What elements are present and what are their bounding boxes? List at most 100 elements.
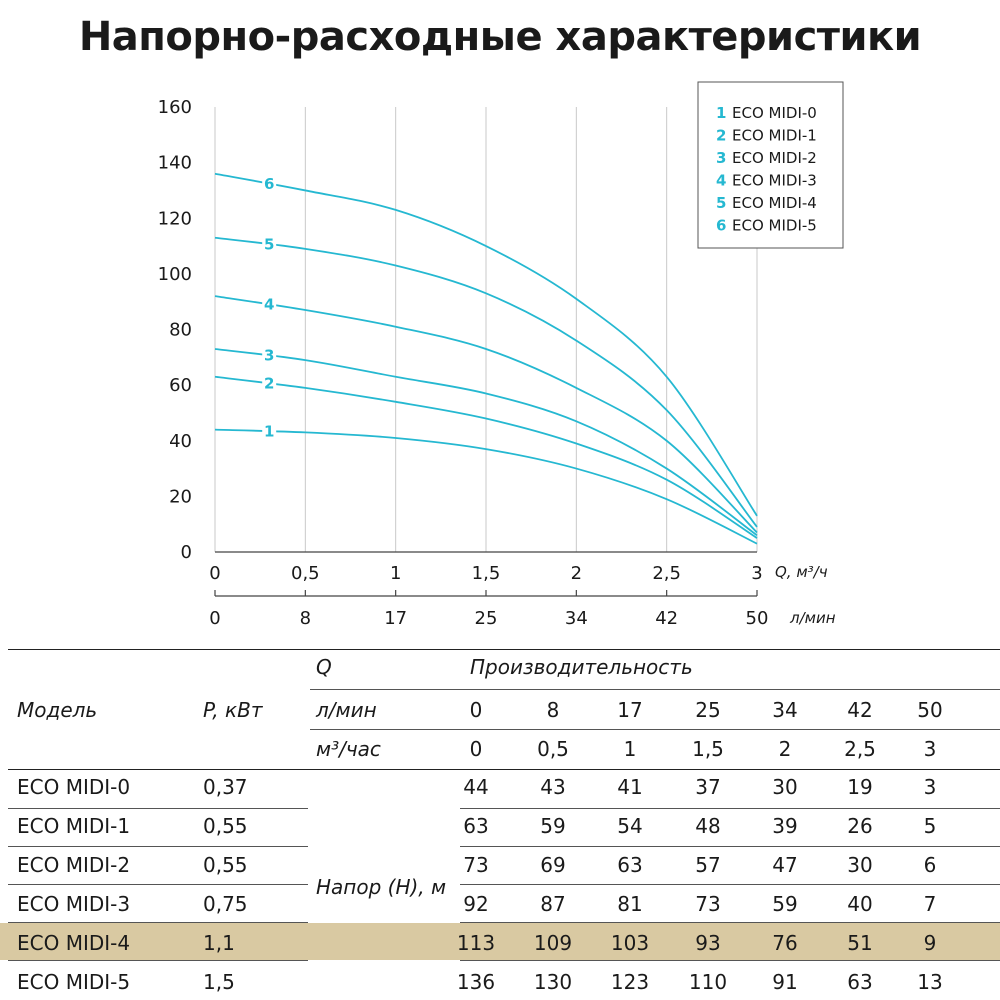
- head-value: 13: [917, 970, 943, 994]
- head-value: 44: [463, 775, 489, 799]
- head-value: 76: [772, 931, 798, 955]
- legend-entry: ECO MIDI-2: [732, 149, 817, 167]
- table-rule-top: [8, 649, 1000, 650]
- y-tick-label: 140: [158, 153, 192, 174]
- x-tick-label-m3h: 3: [751, 563, 762, 584]
- head-value: 37: [695, 775, 721, 799]
- head-value: 73: [695, 892, 721, 916]
- head-value: 92: [463, 892, 489, 916]
- power-value: 0,37: [203, 775, 248, 799]
- power-header: P, кВт: [203, 698, 263, 722]
- power-value: 0,55: [203, 853, 248, 877]
- y-tick-label: 60: [169, 375, 192, 396]
- y-tick-label: 40: [169, 431, 192, 452]
- y-tick-label: 120: [158, 208, 192, 229]
- x-tick-label-m3h: 0: [209, 563, 220, 584]
- m3h-value: 2,5: [844, 737, 876, 761]
- head-value: 43: [540, 775, 566, 799]
- head-value: 41: [617, 775, 643, 799]
- x-axis-unit-m3h: Q, м³/ч: [775, 563, 828, 581]
- power-value: 0,75: [203, 892, 248, 916]
- head-value: 93: [695, 931, 721, 955]
- table-row-rule: [8, 884, 308, 885]
- m3h-value: 0,5: [537, 737, 569, 761]
- legend-entry: ECO MIDI-5: [732, 217, 817, 235]
- chart-series: 1 2 3 4 5 6: [214, 172, 758, 545]
- y-tick-label: 0: [181, 542, 192, 563]
- power-value: 0,55: [203, 814, 248, 838]
- model-name: ECO MIDI-4: [17, 931, 131, 955]
- model-name: ECO MIDI-0: [17, 775, 131, 799]
- chart-grid: [214, 107, 758, 552]
- model-name: ECO MIDI-2: [17, 853, 131, 877]
- head-value: 5: [923, 814, 937, 838]
- x-tick-label-m3h: 1,5: [472, 563, 501, 584]
- x-tick-label-m3h: 2: [571, 563, 582, 584]
- table-row-rule: [460, 960, 1000, 961]
- head-value: 40: [847, 892, 873, 916]
- performance-label: Производительность: [470, 655, 693, 679]
- x-tick-label-lmin: 34: [565, 608, 588, 629]
- table-row-rule: [460, 884, 1000, 885]
- head-value: 130: [533, 970, 573, 994]
- power-value: 1,5: [203, 970, 235, 994]
- table-row-rule: [8, 960, 308, 961]
- y-tick-label: 80: [169, 320, 192, 341]
- legend-entry: ECO MIDI-4: [732, 194, 817, 212]
- head-value: 3: [923, 775, 937, 799]
- head-value: 73: [463, 853, 489, 877]
- head-value: 103: [610, 931, 650, 955]
- y-tick-label: 160: [158, 97, 192, 118]
- series-line-4: [214, 295, 758, 534]
- legend-number: 4: [716, 172, 726, 190]
- x-tick-label-m3h: 0,5: [291, 563, 320, 584]
- x-tick-label-m3h: 1: [390, 563, 401, 584]
- m3h-value: 3: [923, 737, 937, 761]
- m3h-value: 2: [778, 737, 792, 761]
- legend-number: 3: [716, 149, 726, 167]
- row-highlight: [0, 923, 1000, 960]
- legend-number: 5: [716, 194, 726, 212]
- series-label-bg: [262, 294, 277, 313]
- head-value: 51: [847, 931, 873, 955]
- table-rule-lmin: [310, 729, 1000, 730]
- series-label-3: 3: [264, 347, 274, 365]
- m3h-value: 0: [469, 737, 483, 761]
- table-row-rule: [460, 846, 1000, 847]
- head-value: 87: [540, 892, 566, 916]
- series-line-5: [214, 236, 758, 528]
- legend-number: 1: [716, 104, 726, 122]
- series-line-1: [214, 428, 758, 545]
- table-row-rule: [460, 808, 1000, 809]
- lmin-value: 34: [772, 698, 798, 722]
- series-label-1: 1: [264, 422, 274, 440]
- x-tick-label-lmin: 25: [475, 608, 498, 629]
- head-value: 63: [463, 814, 489, 838]
- m3h-value: 1: [623, 737, 637, 761]
- head-value: 63: [847, 970, 873, 994]
- series-label-4: 4: [264, 295, 274, 313]
- head-label: Напор (Н), м: [316, 875, 447, 899]
- x-tick-label-lmin: 17: [384, 608, 407, 629]
- series-label-bg: [262, 345, 277, 364]
- series-label-bg: [262, 234, 277, 253]
- head-value: 123: [610, 970, 650, 994]
- model-name: ECO MIDI-1: [17, 814, 131, 838]
- m3h-label: м³/час: [316, 737, 381, 761]
- y-tick-label: 100: [158, 264, 192, 285]
- head-value: 113: [456, 931, 496, 955]
- x-tick-label-lmin: 42: [655, 608, 678, 629]
- table-rule-perf: [310, 689, 1000, 690]
- m3h-value: 1,5: [692, 737, 724, 761]
- head-value: 110: [688, 970, 728, 994]
- head-value: 39: [772, 814, 798, 838]
- x-tick-label-lmin: 0: [209, 608, 220, 629]
- head-value: 81: [617, 892, 643, 916]
- power-value: 1,1: [203, 931, 235, 955]
- page-title: Напорно-расходные характеристики: [78, 14, 922, 60]
- head-value: 54: [617, 814, 643, 838]
- head-value: 7: [923, 892, 937, 916]
- lmin-value: 0: [469, 698, 483, 722]
- head-value: 19: [847, 775, 873, 799]
